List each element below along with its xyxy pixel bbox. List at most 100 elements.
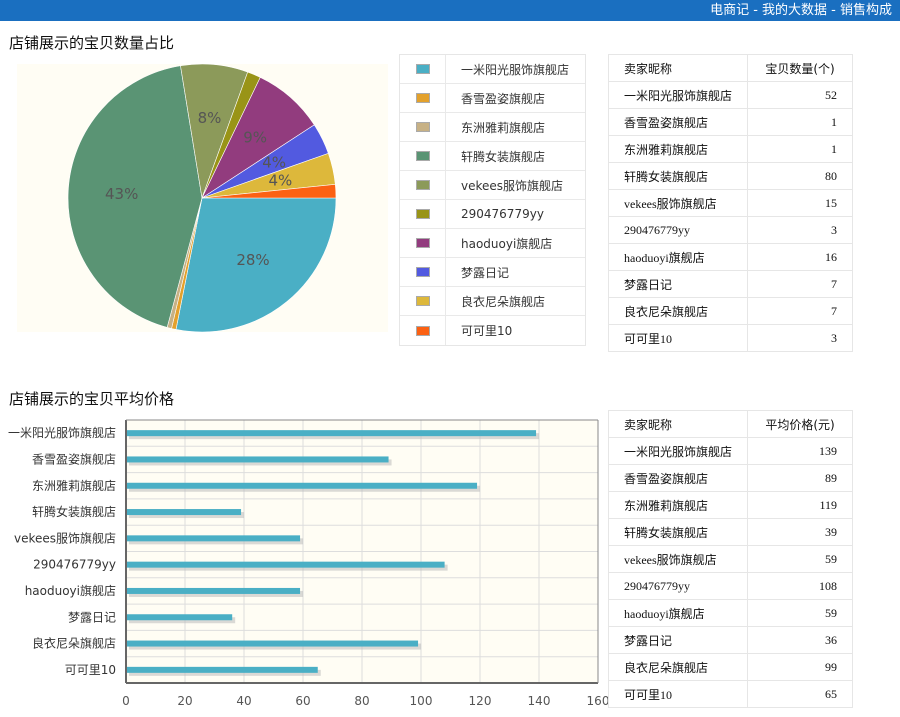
bar[interactable] — [126, 456, 389, 463]
value-cell: 3 — [747, 216, 853, 244]
legend-swatch — [415, 296, 430, 306]
legend-swatch-cell — [400, 229, 446, 257]
bar[interactable] — [126, 614, 233, 621]
legend-item[interactable]: 290476779yy — [400, 200, 585, 229]
seller-column-header: 卖家昵称 — [608, 54, 748, 82]
pie-section-title: 店铺展示的宝贝数量占比 — [9, 34, 175, 52]
legend-swatch-cell — [400, 258, 446, 286]
table-row: 轩腾女装旗舰店 39 — [608, 518, 853, 546]
table-row: 梦露日记 36 — [608, 626, 853, 654]
bar[interactable] — [126, 640, 419, 647]
legend-label: 良衣尼朵旗舰店 — [461, 294, 546, 309]
bar-shadow — [129, 564, 448, 571]
legend-item[interactable]: 梦露日记 — [400, 258, 585, 287]
bar-section-title: 店铺展示的宝贝平均价格 — [9, 390, 175, 408]
bar[interactable] — [126, 666, 318, 673]
legend-label: 轩腾女装旗舰店 — [461, 149, 546, 164]
pie-slice-label: 4% — [262, 153, 286, 171]
pie-slice-label: 4% — [269, 171, 293, 189]
bar[interactable] — [126, 535, 301, 542]
value-cell: 1 — [747, 135, 853, 163]
legend-label: 一米阳光服饰旗舰店 — [461, 62, 570, 77]
x-tick-label: 160 — [587, 694, 610, 708]
legend-item[interactable]: 良衣尼朵旗舰店 — [400, 287, 585, 316]
table-header-row: 卖家昵称 平均价格(元) — [608, 410, 853, 438]
bar[interactable] — [126, 509, 242, 516]
legend-label: 可可里10 — [461, 324, 513, 338]
bar[interactable] — [126, 587, 301, 594]
table-row: 良衣尼朵旗舰店 7 — [608, 297, 853, 325]
table-row: 可可里10 3 — [608, 324, 853, 352]
y-category-label: haoduoyi旗舰店 — [25, 583, 116, 598]
legend-swatch — [415, 209, 430, 219]
y-category-label: 东洲雅莉旗舰店 — [32, 478, 116, 493]
legend-swatch-cell — [400, 55, 446, 83]
y-category-label: 290476779yy — [33, 558, 116, 572]
seller-name-cell: 香雪盈姿旗舰店 — [608, 108, 748, 136]
pie-slice-label: 43% — [105, 185, 138, 203]
legend-swatch-cell — [400, 142, 446, 170]
legend-item[interactable]: 轩腾女装旗舰店 — [400, 142, 585, 171]
pie-chart: 28% 43% 8% 9% 4%4% — [67, 63, 337, 333]
seller-name-cell: vekees服饰旗舰店 — [608, 545, 748, 573]
value-cell: 15 — [747, 189, 853, 217]
seller-name-cell: 香雪盈姿旗舰店 — [608, 464, 748, 492]
header-title: 电商记 - 我的大数据 - 销售构成 — [710, 3, 892, 18]
legend-item[interactable]: vekees服饰旗舰店 — [400, 171, 585, 200]
table-row: haoduoyi旗舰店 16 — [608, 243, 853, 271]
value-cell: 59 — [747, 599, 853, 627]
legend-item[interactable]: 可可里10 — [400, 316, 585, 345]
legend-item[interactable]: 香雪盈姿旗舰店 — [400, 84, 585, 113]
y-category-label: vekees服饰旗舰店 — [14, 530, 116, 545]
table-row: 香雪盈姿旗舰店 89 — [608, 464, 853, 492]
y-category-label: 良衣尼朵旗舰店 — [32, 636, 116, 651]
seller-name-cell: 可可里10 — [608, 324, 748, 352]
bar[interactable] — [126, 561, 445, 568]
legend-label: 290476779yy — [461, 207, 544, 221]
legend-label: 香雪盈姿旗舰店 — [461, 91, 546, 106]
bar[interactable] — [126, 430, 537, 437]
x-tick-label: 120 — [469, 694, 492, 708]
pie-slice-label: 9% — [243, 129, 267, 147]
legend-swatch — [415, 238, 430, 248]
value-cell: 7 — [747, 270, 853, 298]
seller-name-cell: 轩腾女装旗舰店 — [608, 518, 748, 546]
seller-name-cell: 良衣尼朵旗舰店 — [608, 297, 748, 325]
pie-slice[interactable] — [201, 184, 337, 199]
table-row: haoduoyi旗舰店 59 — [608, 599, 853, 627]
seller-name-cell: 东洲雅莉旗舰店 — [608, 135, 748, 163]
legend-label: vekees服饰旗舰店 — [461, 178, 564, 193]
seller-name-cell: 轩腾女装旗舰店 — [608, 162, 748, 190]
legend-swatch — [415, 180, 430, 190]
pie-legend: 一米阳光服饰旗舰店 香雪盈姿旗舰店 东洲雅莉旗舰店 轩腾女装旗舰店 vekees服饰旗舰… — [399, 54, 586, 346]
seller-name-cell: haoduoyi旗舰店 — [608, 243, 748, 271]
legend-item[interactable]: 一米阳光服饰旗舰店 — [400, 55, 585, 84]
x-tick-label: 140 — [528, 694, 551, 708]
pie-slice-label: 8% — [198, 109, 222, 127]
legend-label: 东洲雅莉旗舰店 — [461, 120, 546, 135]
seller-name-cell: vekees服饰旗舰店 — [608, 189, 748, 217]
top-header-bar: 电商记 - 我的大数据 - 销售构成 — [0, 0, 900, 21]
pie-slice[interactable] — [67, 65, 203, 328]
legend-item[interactable]: haoduoyi旗舰店 — [400, 229, 585, 258]
x-tick-label: 100 — [410, 694, 433, 708]
seller-name-cell: haoduoyi旗舰店 — [608, 599, 748, 627]
table-row: 轩腾女装旗舰店 80 — [608, 162, 853, 190]
seller-name-cell: 一米阳光服饰旗舰店 — [608, 437, 748, 465]
x-tick-label: 0 — [122, 694, 130, 708]
pie-slice[interactable] — [175, 197, 337, 333]
seller-name-cell: 梦露日记 — [608, 626, 748, 654]
table-row: 290476779yy 108 — [608, 572, 853, 600]
value-cell: 59 — [747, 545, 853, 573]
seller-name-cell: 290476779yy — [608, 572, 748, 600]
seller-name-cell: 一米阳光服饰旗舰店 — [608, 81, 748, 109]
seller-column-header: 卖家昵称 — [608, 410, 748, 438]
bar[interactable] — [126, 482, 478, 489]
table-row: vekees服饰旗舰店 59 — [608, 545, 853, 573]
legend-label: 梦露日记 — [461, 265, 510, 280]
x-tick-label: 60 — [295, 694, 310, 708]
legend-swatch-cell — [400, 316, 446, 345]
legend-swatch — [415, 151, 430, 161]
legend-item[interactable]: 东洲雅莉旗舰店 — [400, 113, 585, 142]
price-column-header: 平均价格(元) — [747, 410, 853, 438]
